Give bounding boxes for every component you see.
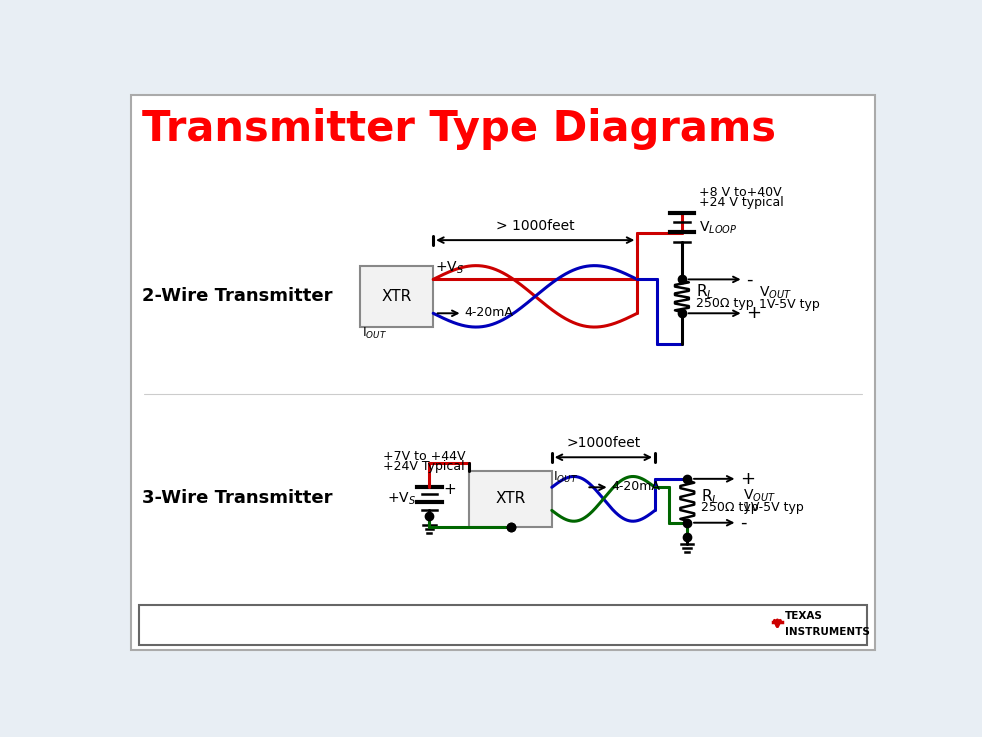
Text: Transmitter Type Diagrams: Transmitter Type Diagrams (142, 108, 776, 150)
Text: XTR: XTR (381, 289, 411, 304)
Text: 3-Wire Transmitter: 3-Wire Transmitter (142, 489, 333, 507)
Text: -: - (745, 270, 752, 288)
Text: INSTRUMENTS: INSTRUMENTS (785, 626, 870, 637)
Text: 250Ω typ: 250Ω typ (696, 297, 753, 310)
Text: R$_L$: R$_L$ (701, 487, 719, 506)
Bar (139, 605, 867, 645)
Text: V$_{OUT}$: V$_{OUT}$ (742, 488, 776, 504)
Text: +24V Typical: +24V Typical (383, 460, 464, 473)
Text: >1000feet: >1000feet (567, 436, 640, 450)
Text: I$_{OUT}$: I$_{OUT}$ (553, 470, 578, 485)
Text: 1V-5V typ: 1V-5V typ (759, 298, 820, 310)
Text: +8 V to+40V: +8 V to+40V (699, 186, 782, 199)
Text: +24 V typical: +24 V typical (699, 196, 784, 209)
Text: +7V to +44V: +7V to +44V (383, 450, 465, 463)
Text: +: + (443, 482, 456, 497)
Bar (469, 471, 552, 526)
Text: -: - (739, 514, 746, 531)
Text: +: + (739, 469, 754, 488)
Bar (360, 265, 433, 327)
Text: 1V-5V typ: 1V-5V typ (742, 501, 803, 514)
Text: R$_L$: R$_L$ (696, 282, 714, 301)
Text: +: + (745, 304, 761, 322)
Text: XTR: XTR (496, 492, 525, 506)
Text: > 1000feet: > 1000feet (496, 219, 574, 233)
Text: I$_{OUT}$: I$_{OUT}$ (361, 326, 387, 340)
Text: V$_{LOOP}$: V$_{LOOP}$ (699, 219, 737, 236)
Text: V$_{OUT}$: V$_{OUT}$ (759, 284, 791, 301)
Text: 4-20mA: 4-20mA (464, 306, 514, 319)
Text: +V$_S$: +V$_S$ (435, 260, 464, 276)
Text: +V$_S$: +V$_S$ (387, 491, 416, 507)
Text: 2-Wire Transmitter: 2-Wire Transmitter (142, 287, 333, 305)
Text: TEXAS: TEXAS (785, 610, 823, 621)
Text: 250Ω typ: 250Ω typ (701, 501, 759, 514)
Text: 4-20mA: 4-20mA (612, 480, 661, 493)
